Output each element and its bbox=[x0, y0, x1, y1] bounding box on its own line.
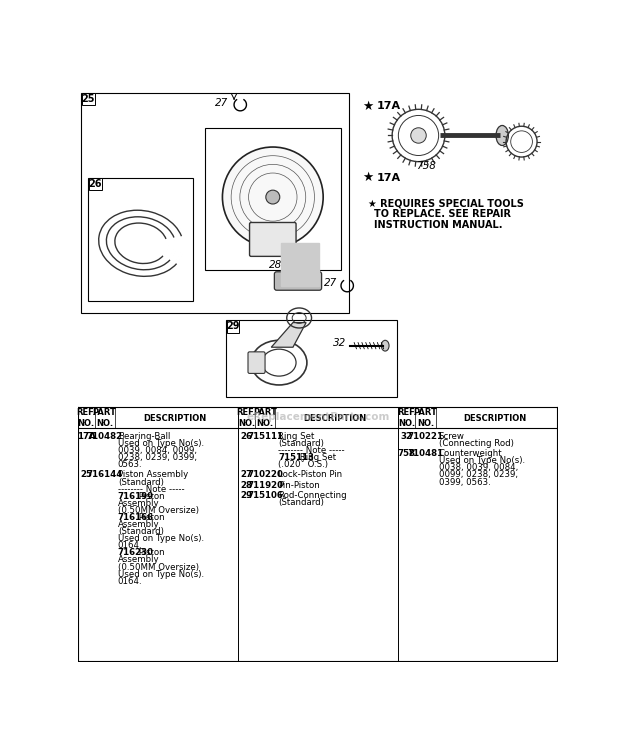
Text: 28: 28 bbox=[241, 481, 252, 490]
Text: 758: 758 bbox=[416, 161, 436, 171]
Text: 0399, 0563.: 0399, 0563. bbox=[439, 478, 490, 487]
FancyBboxPatch shape bbox=[275, 272, 322, 290]
Bar bbox=[205, 128, 341, 270]
Text: 27: 27 bbox=[215, 98, 229, 108]
Bar bbox=[89, 178, 102, 190]
Text: 710481: 710481 bbox=[407, 449, 443, 458]
Text: TO REPLACE. SEE REPAIR: TO REPLACE. SEE REPAIR bbox=[373, 209, 510, 219]
Text: Screw: Screw bbox=[439, 432, 464, 441]
Text: 0238, 0239, 0399,: 0238, 0239, 0399, bbox=[118, 453, 197, 462]
Ellipse shape bbox=[266, 190, 280, 204]
Text: 716166: 716166 bbox=[118, 513, 154, 522]
Text: PART
NO.: PART NO. bbox=[253, 408, 277, 428]
Text: 716144: 716144 bbox=[86, 470, 123, 479]
Text: PART
NO.: PART NO. bbox=[414, 408, 438, 428]
Text: 710220: 710220 bbox=[247, 470, 283, 479]
Text: 711920: 711920 bbox=[247, 481, 283, 490]
Text: 715113: 715113 bbox=[278, 453, 314, 462]
Text: 17A: 17A bbox=[77, 432, 95, 441]
Text: 32: 32 bbox=[333, 339, 347, 348]
Text: Used on Type No(s).: Used on Type No(s). bbox=[439, 456, 525, 465]
Text: (Connecting Rod): (Connecting Rod) bbox=[439, 439, 513, 448]
Text: 0038, 0039, 0084,: 0038, 0039, 0084, bbox=[439, 464, 518, 472]
Text: Bearing-Ball: Bearing-Ball bbox=[118, 432, 170, 441]
Text: 17A: 17A bbox=[377, 101, 401, 111]
Text: 716230: 716230 bbox=[118, 548, 154, 557]
Text: 25: 25 bbox=[80, 470, 92, 479]
Text: (Standard): (Standard) bbox=[118, 478, 164, 487]
Polygon shape bbox=[272, 323, 306, 347]
Bar bbox=[226, 320, 397, 397]
Text: Piston: Piston bbox=[136, 492, 165, 501]
Text: (Standard): (Standard) bbox=[278, 439, 324, 448]
Text: Counterweight: Counterweight bbox=[439, 449, 502, 458]
Bar bbox=[88, 178, 193, 301]
Text: Pin-Piston: Pin-Piston bbox=[278, 481, 320, 490]
Text: (0.50MM Oversize): (0.50MM Oversize) bbox=[118, 562, 199, 571]
Text: (0.50MM Oversize): (0.50MM Oversize) bbox=[118, 506, 199, 515]
Text: 28: 28 bbox=[268, 260, 281, 270]
Text: -------- Note -----: -------- Note ----- bbox=[278, 446, 345, 455]
Text: 710221: 710221 bbox=[407, 432, 443, 441]
Text: 29: 29 bbox=[241, 491, 252, 500]
Text: 0039, 0084, 0099,: 0039, 0084, 0099, bbox=[118, 446, 197, 455]
Text: 0164.: 0164. bbox=[118, 577, 143, 586]
Text: REF.
NO.: REF. NO. bbox=[76, 408, 96, 428]
Text: 25: 25 bbox=[82, 94, 95, 104]
Text: 0164.: 0164. bbox=[118, 542, 143, 551]
Bar bbox=[82, 93, 95, 106]
Text: 0099, 0238, 0239,: 0099, 0238, 0239, bbox=[439, 470, 518, 479]
Polygon shape bbox=[280, 243, 319, 286]
Text: Assembly: Assembly bbox=[118, 498, 159, 507]
Text: (Standard): (Standard) bbox=[118, 527, 164, 536]
Text: Used on Type No(s).: Used on Type No(s). bbox=[118, 534, 204, 543]
Text: ★: ★ bbox=[363, 100, 374, 113]
Text: 0563.: 0563. bbox=[118, 461, 143, 469]
Text: Ring Set: Ring Set bbox=[297, 453, 336, 462]
Text: 27: 27 bbox=[324, 278, 337, 289]
Text: eReplacementParts.com: eReplacementParts.com bbox=[246, 412, 389, 423]
Text: REF.
NO.: REF. NO. bbox=[237, 408, 256, 428]
Text: 29: 29 bbox=[226, 321, 240, 331]
Text: ★: ★ bbox=[363, 171, 374, 185]
Text: Assembly: Assembly bbox=[118, 556, 159, 565]
Text: Lock-Piston Pin: Lock-Piston Pin bbox=[278, 470, 342, 479]
Text: 716199: 716199 bbox=[118, 492, 154, 501]
Text: Assembly: Assembly bbox=[118, 520, 159, 529]
Text: Used on Type No(s).: Used on Type No(s). bbox=[118, 570, 204, 579]
Text: INSTRUCTION MANUAL.: INSTRUCTION MANUAL. bbox=[373, 219, 502, 230]
Text: 26: 26 bbox=[89, 179, 102, 189]
Text: Piston Assembly: Piston Assembly bbox=[118, 470, 188, 479]
Text: 715111: 715111 bbox=[247, 432, 283, 441]
Bar bbox=[227, 320, 239, 333]
Text: (Standard): (Standard) bbox=[278, 498, 324, 507]
Text: (.020˚ O.S.): (.020˚ O.S.) bbox=[278, 461, 328, 469]
Ellipse shape bbox=[223, 147, 323, 247]
Ellipse shape bbox=[496, 126, 508, 146]
Text: ★ REQUIRES SPECIAL TOOLS: ★ REQUIRES SPECIAL TOOLS bbox=[368, 198, 524, 208]
Text: Piston: Piston bbox=[136, 513, 165, 522]
FancyBboxPatch shape bbox=[249, 222, 296, 257]
Text: DESCRIPTION: DESCRIPTION bbox=[143, 414, 206, 423]
Text: Ring Set: Ring Set bbox=[278, 432, 314, 441]
FancyBboxPatch shape bbox=[248, 352, 265, 373]
Text: REF.
NO.: REF. NO. bbox=[397, 408, 417, 428]
Text: DESCRIPTION: DESCRIPTION bbox=[303, 414, 366, 423]
Text: DESCRIPTION: DESCRIPTION bbox=[464, 414, 527, 423]
Text: Rod-Connecting: Rod-Connecting bbox=[278, 491, 347, 500]
Bar bbox=[81, 93, 348, 312]
Text: 715106: 715106 bbox=[247, 491, 283, 500]
Text: PART
NO.: PART NO. bbox=[92, 408, 117, 428]
Text: 758: 758 bbox=[398, 449, 416, 458]
Ellipse shape bbox=[381, 340, 389, 351]
Ellipse shape bbox=[410, 128, 427, 143]
Text: Used on Type No(s).: Used on Type No(s). bbox=[118, 439, 204, 448]
Text: Piston: Piston bbox=[136, 548, 165, 557]
Text: 17A: 17A bbox=[377, 173, 401, 183]
Text: 710482: 710482 bbox=[87, 432, 123, 441]
Text: 32: 32 bbox=[401, 432, 413, 441]
Text: 26: 26 bbox=[241, 432, 252, 441]
Text: -------- Note -----: -------- Note ----- bbox=[118, 484, 184, 493]
Text: 27: 27 bbox=[241, 470, 252, 479]
